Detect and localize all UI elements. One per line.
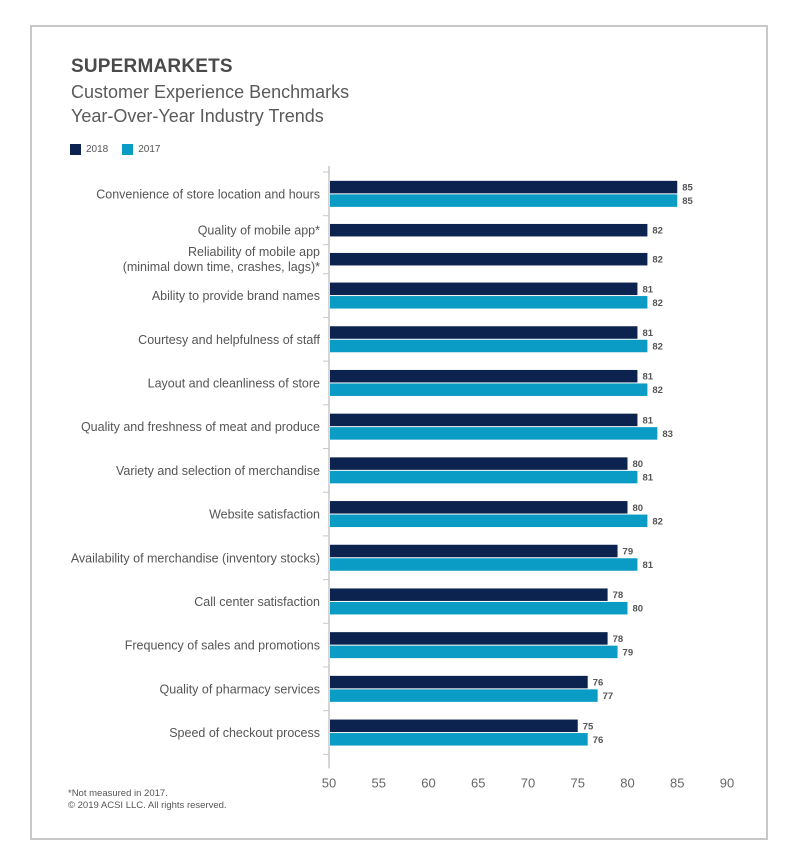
- bar-2018: [330, 588, 608, 601]
- category-label: Courtesy and helpfulness of staff: [138, 333, 320, 347]
- value-label-2017: 85: [682, 196, 693, 207]
- bar-2018: [330, 457, 628, 470]
- x-tick-label: 80: [620, 775, 634, 790]
- legend-label-2018: 2018: [86, 144, 109, 155]
- value-label-2018: 81: [642, 372, 653, 383]
- bar-2018: [330, 252, 648, 266]
- value-label-2018: 82: [652, 255, 663, 266]
- bar-2018: [330, 180, 678, 194]
- bar-2017: [330, 558, 638, 571]
- value-label-2017: 82: [652, 516, 663, 527]
- legend-swatch-2018: [70, 144, 81, 155]
- legend-label-2017: 2017: [138, 144, 161, 155]
- footnote-copyright: © 2019 ACSI LLC. All rights reserved.: [68, 800, 227, 811]
- bar-2017: [330, 601, 628, 615]
- value-label-2018: 81: [642, 328, 653, 339]
- category-label: Quality of pharmacy services: [160, 682, 320, 696]
- category-label: Ability to provide brand names: [152, 289, 320, 303]
- bar-2018: [330, 719, 578, 733]
- bar-2018: [330, 369, 638, 383]
- value-label-2017: 76: [593, 735, 604, 746]
- category-label: Layout and cleanliness of store: [148, 376, 320, 390]
- chart-title: SUPERMARKETS: [71, 56, 233, 77]
- bar-2018: [330, 675, 588, 689]
- value-label-2018: 79: [623, 547, 634, 558]
- value-label-2018: 85: [682, 183, 693, 194]
- value-label-2018: 80: [633, 503, 644, 514]
- legend: 2018 2017: [70, 144, 175, 155]
- value-label-2017: 79: [623, 647, 634, 658]
- category-label: Website satisfaction: [209, 508, 320, 522]
- legend-item-2018: 2018: [70, 144, 108, 155]
- value-label-2017: 81: [642, 473, 653, 484]
- x-tick-label: 70: [521, 775, 535, 790]
- bar-2017: [330, 339, 648, 353]
- bar-2017: [330, 689, 598, 702]
- bar-2018: [330, 223, 648, 237]
- x-tick-label: 60: [421, 775, 435, 790]
- category-label: Call center satisfaction: [194, 595, 320, 609]
- legend-item-2017: 2017: [122, 144, 161, 155]
- chart-subtitle-1: Customer Experience Benchmarks: [71, 82, 350, 102]
- value-label-2018: 80: [633, 459, 644, 470]
- value-label-2018: 78: [613, 590, 624, 601]
- x-tick-label: 90: [720, 775, 734, 790]
- value-label-2017: 81: [642, 560, 653, 571]
- x-tick-label: 85: [670, 775, 684, 790]
- category-label: Quality and freshness of meat and produc…: [81, 420, 320, 434]
- footnote-not-measured: *Not measured in 2017.: [68, 788, 168, 799]
- category-label: Variety and selection of merchandise: [116, 464, 320, 478]
- legend-swatch-2017: [122, 144, 134, 155]
- value-label-2018: 81: [642, 284, 653, 295]
- bar-2017: [330, 514, 648, 528]
- category-label: Reliability of mobile app: [188, 245, 320, 259]
- bar-2018: [330, 326, 638, 339]
- bar-2017: [330, 645, 618, 659]
- value-label-2017: 82: [652, 342, 663, 353]
- bar-2017: [330, 296, 648, 309]
- value-label-2017: 77: [603, 691, 614, 702]
- value-label-2018: 76: [593, 678, 604, 689]
- bar-2018: [330, 413, 638, 427]
- category-label: Convenience of store location and hours: [96, 187, 320, 201]
- value-label-2018: 75: [583, 721, 594, 732]
- x-tick-label: 75: [571, 775, 585, 790]
- bar-2017: [330, 427, 658, 440]
- x-tick-label: 65: [471, 775, 485, 790]
- bar-2017: [330, 470, 638, 484]
- bar-2018: [330, 282, 638, 296]
- bar-2018: [330, 544, 618, 558]
- value-label-2017: 83: [662, 429, 673, 440]
- x-tick-label: 55: [372, 775, 386, 790]
- category-label: Speed of checkout process: [169, 726, 320, 740]
- category-label: Quality of mobile app*: [198, 224, 320, 238]
- value-label-2017: 80: [633, 604, 644, 615]
- value-label-2018: 82: [652, 226, 663, 237]
- bar-2017: [330, 733, 588, 746]
- value-label-2018: 78: [613, 634, 624, 645]
- bar-2017: [330, 194, 678, 207]
- chart-subtitle-2: Year-Over-Year Industry Trends: [71, 106, 324, 126]
- value-label-2018: 81: [642, 415, 653, 426]
- value-label-2017: 82: [652, 385, 663, 396]
- category-label: Frequency of sales and promotions: [125, 639, 320, 653]
- category-label: Availability of merchandise (inventory s…: [71, 551, 320, 565]
- bar-2017: [330, 383, 648, 396]
- value-label-2017: 82: [652, 298, 663, 309]
- x-tick-label: 50: [322, 775, 336, 790]
- bar-2018: [330, 632, 608, 645]
- bar-2018: [330, 501, 628, 514]
- category-label: (minimal down time, crashes, lags)*: [123, 260, 320, 274]
